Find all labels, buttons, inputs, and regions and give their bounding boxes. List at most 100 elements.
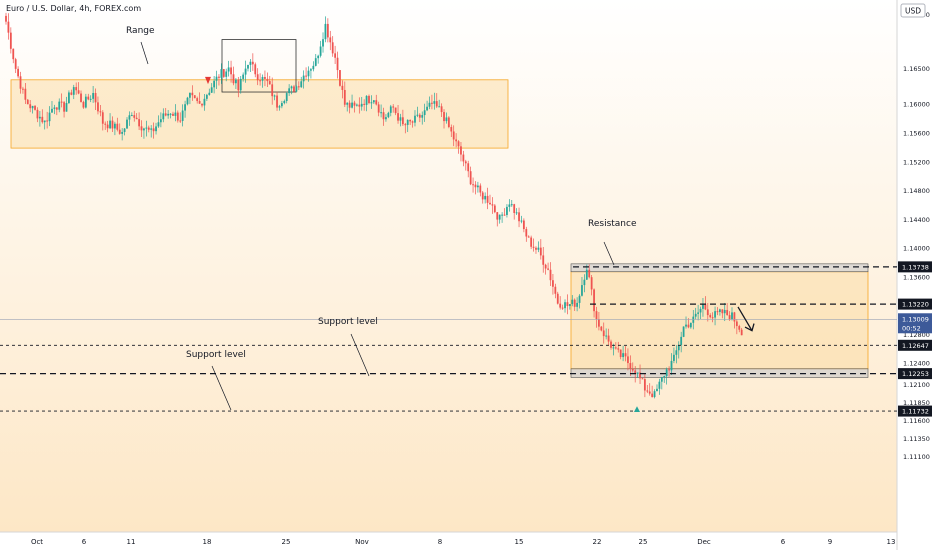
- candle-body: [104, 123, 107, 125]
- candle-body: [382, 112, 385, 120]
- candle: [721, 309, 724, 319]
- candle-body: [227, 67, 230, 72]
- candle-body: [230, 67, 232, 75]
- candle: [29, 100, 32, 113]
- candle-body: [372, 100, 375, 103]
- candle-body: [728, 315, 731, 320]
- candle: [740, 327, 743, 336]
- candle: [196, 96, 199, 104]
- x-tick-label: 22: [593, 538, 602, 546]
- candle: [41, 109, 44, 124]
- candle: [418, 113, 421, 123]
- y-tick-label: 1.12100: [903, 381, 930, 389]
- candle-body: [172, 113, 174, 116]
- candle: [97, 96, 99, 115]
- x-tick-label: 18: [203, 538, 212, 546]
- candle: [518, 207, 520, 228]
- candle: [244, 60, 247, 83]
- candle: [435, 93, 438, 109]
- candle: [203, 93, 206, 111]
- candle: [215, 70, 218, 89]
- candle: [348, 100, 351, 114]
- candle: [656, 384, 658, 392]
- candle-body: [314, 58, 317, 66]
- candle-body: [109, 120, 111, 129]
- candle: [697, 304, 700, 321]
- candle-body: [643, 379, 646, 391]
- candle: [694, 307, 697, 320]
- candle-body: [317, 55, 320, 59]
- candle: [334, 45, 337, 64]
- candle-body: [627, 356, 629, 364]
- candle-body: [189, 92, 191, 98]
- candle-body: [527, 236, 530, 238]
- candle-body: [670, 360, 673, 371]
- candle: [385, 114, 387, 122]
- candle: [600, 326, 603, 332]
- candle-body: [356, 104, 358, 106]
- candle: [539, 239, 542, 260]
- candle: [19, 71, 22, 94]
- candle: [731, 307, 733, 321]
- candle: [660, 376, 663, 390]
- candle-body: [145, 127, 148, 129]
- candle: [9, 27, 12, 54]
- candle: [264, 70, 266, 87]
- candle: [55, 106, 58, 116]
- candle: [723, 302, 726, 322]
- resistance-strip: [570, 263, 869, 273]
- candle: [14, 57, 17, 74]
- candle-body: [191, 92, 194, 96]
- candle-body: [184, 104, 186, 111]
- candle-body: [334, 53, 337, 58]
- candle: [280, 100, 283, 109]
- candle: [421, 111, 424, 125]
- candle-body: [685, 324, 687, 327]
- x-tick-label: 8: [438, 538, 442, 546]
- candle: [670, 353, 673, 375]
- candle: [423, 103, 426, 122]
- candle: [319, 40, 322, 58]
- candle-body: [205, 94, 208, 99]
- candle-body: [389, 106, 392, 113]
- candle: [699, 306, 702, 320]
- candle-body: [605, 335, 608, 337]
- candle: [116, 117, 119, 132]
- candle-body: [264, 76, 266, 79]
- candle: [564, 299, 566, 313]
- candle-body: [150, 128, 153, 130]
- candle-body: [404, 124, 407, 126]
- candle: [629, 355, 632, 376]
- candle-body: [5, 15, 7, 22]
- candle: [140, 120, 143, 137]
- candle-body: [121, 131, 124, 134]
- candle-body: [646, 390, 649, 392]
- candle-body: [97, 102, 99, 112]
- candle: [331, 36, 334, 57]
- candle: [624, 346, 627, 362]
- candle: [556, 291, 559, 305]
- candle: [406, 119, 409, 133]
- candle-body: [244, 68, 247, 75]
- price-label-box: [898, 261, 932, 273]
- candle: [159, 112, 162, 128]
- candle-body: [624, 353, 627, 357]
- candle-body: [653, 391, 656, 398]
- candle-body: [467, 163, 470, 172]
- candle-body: [583, 279, 586, 286]
- candle-body: [506, 206, 508, 215]
- candle: [12, 48, 15, 64]
- candle-body: [116, 123, 119, 130]
- candle: [167, 109, 170, 119]
- candle: [622, 345, 624, 362]
- candle: [225, 68, 228, 82]
- candle: [51, 100, 53, 113]
- candle: [128, 111, 131, 126]
- candle-body: [697, 312, 700, 314]
- currency-badge[interactable]: [900, 3, 926, 18]
- x-tick-label: Oct: [31, 538, 43, 546]
- candle-body: [239, 78, 242, 91]
- candle-body: [305, 75, 307, 77]
- candle: [288, 84, 291, 97]
